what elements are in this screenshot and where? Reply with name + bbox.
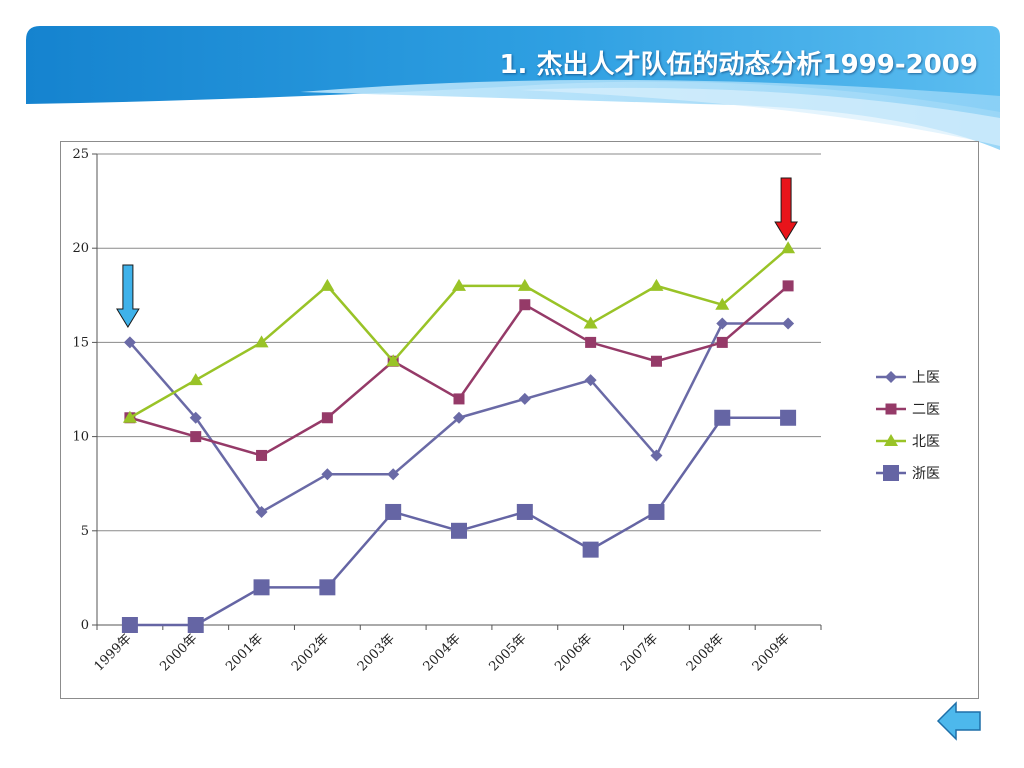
series-line-2 — [129, 284, 789, 457]
data-point-4 — [451, 522, 467, 539]
data-point-3 — [715, 297, 730, 310]
y-tick-label: 20 — [72, 241, 89, 256]
data-point-4 — [187, 617, 204, 633]
legend-marker — [885, 403, 897, 415]
y-tick-label: 15 — [72, 335, 89, 350]
x-tick-label: 1999年 — [92, 631, 135, 674]
data-point-4 — [253, 579, 270, 596]
data-point-2 — [585, 336, 597, 348]
legend-marker — [884, 434, 898, 446]
data-point-4 — [516, 503, 533, 520]
data-point-1 — [518, 392, 531, 405]
data-point-1 — [321, 468, 334, 481]
data-point-1 — [716, 317, 729, 330]
x-tick-label: 2009年 — [750, 631, 793, 674]
legend-label: 北医 — [912, 434, 940, 450]
legend-marker — [885, 371, 897, 383]
x-tick-label: 2001年 — [223, 631, 266, 674]
data-point-3 — [386, 354, 401, 367]
data-point-4 — [714, 409, 731, 426]
red-down-arrow-icon — [774, 177, 798, 241]
down-arrow-icon — [116, 264, 140, 328]
legend-label: 二医 — [912, 402, 940, 418]
data-point-3 — [452, 278, 466, 291]
x-tick-label: 2004年 — [421, 631, 464, 674]
y-tick-label: 25 — [72, 147, 89, 162]
data-point-3 — [122, 410, 137, 423]
series-line-3 — [129, 247, 789, 419]
line-chart: 0 5 10 15 20 25 1999年 2000年 2001年 2002年 2003年 2004年… — [72, 147, 940, 674]
y-tick-label: 10 — [72, 430, 89, 445]
x-tick-label: 2006年 — [552, 631, 595, 674]
data-point-1 — [453, 411, 465, 424]
legend-label: 浙医 — [912, 466, 940, 482]
chart-frame: 0 5 10 15 20 25 1999年 2000年 2001年 2002年 2003年 2004年… — [60, 141, 979, 699]
x-tick-label: 2002年 — [289, 631, 332, 674]
x-tick-label: 2000年 — [157, 631, 200, 674]
data-point-3 — [517, 278, 532, 291]
data-point-1 — [584, 374, 597, 387]
y-tick-label: 0 — [81, 618, 89, 633]
data-point-2 — [190, 431, 202, 443]
data-point-1 — [255, 505, 268, 518]
x-tick-label: 2005年 — [486, 631, 529, 674]
data-point-3 — [583, 316, 598, 329]
data-point-2 — [256, 449, 268, 461]
title-banner — [26, 26, 1000, 150]
data-point-4 — [319, 579, 336, 596]
data-point-4 — [385, 503, 402, 520]
series-line-4 — [129, 416, 789, 627]
data-point-1 — [782, 317, 795, 330]
data-point-3 — [320, 278, 335, 291]
data-point-3 — [781, 241, 796, 254]
x-tick-label: 2007年 — [618, 631, 661, 674]
data-point-3 — [254, 335, 269, 348]
data-point-4 — [121, 617, 138, 633]
data-point-2 — [519, 299, 531, 311]
data-point-1 — [123, 336, 136, 349]
data-point-1 — [387, 468, 400, 481]
data-point-4 — [648, 503, 665, 520]
legend-label: 上医 — [912, 370, 940, 386]
data-point-2 — [453, 393, 465, 405]
data-point-1 — [189, 411, 202, 424]
y-tick-label: 5 — [81, 524, 89, 539]
data-point-4 — [780, 409, 797, 426]
legend-marker — [883, 465, 899, 481]
data-point-1 — [650, 449, 663, 462]
x-tick-label: 2008年 — [684, 631, 727, 674]
slide-title: 1. 杰出人才队伍的动态分析1999-2009 — [499, 50, 978, 80]
data-point-3 — [649, 278, 664, 291]
x-tick-label: 2003年 — [355, 631, 398, 674]
data-point-2 — [782, 280, 794, 292]
data-point-4 — [582, 541, 599, 558]
data-point-2 — [716, 336, 728, 348]
back-button[interactable] — [936, 700, 982, 742]
data-point-2 — [650, 355, 662, 367]
left-arrow-icon — [936, 701, 981, 741]
data-point-2 — [321, 412, 333, 424]
data-point-3 — [188, 373, 203, 386]
